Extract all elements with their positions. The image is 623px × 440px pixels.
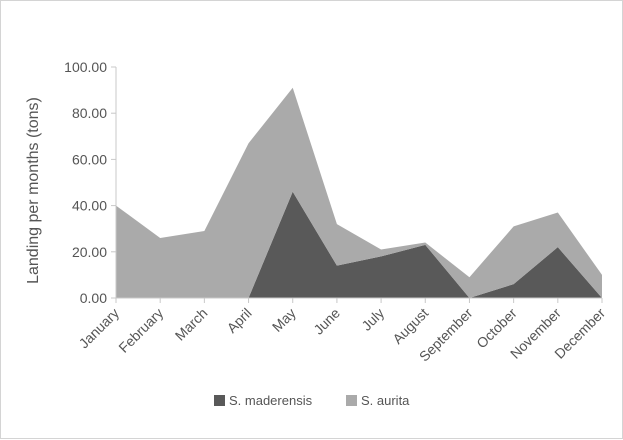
legend: S. maderensis S. aurita [214,393,410,408]
x-tick-label: February [115,305,166,356]
plot-area [116,87,602,298]
legend-label-1: S. maderensis [229,393,313,408]
x-tick-label: April [224,305,255,336]
y-tick-label: 80.00 [72,105,107,121]
y-axis-title: Landing per months (tons) [25,97,42,284]
area-series-2 [116,87,602,298]
area-series-1 [116,191,602,298]
x-tick-label: March [172,305,211,344]
y-axis-ticks: 0.00 20.00 40.00 60.00 80.00 100.00 [64,59,116,306]
y-tick-label: 60.00 [72,151,107,167]
y-tick-label: 40.00 [72,198,107,214]
x-tick-label: July [358,305,387,334]
y-tick-label: 0.00 [80,290,107,306]
x-tick-label: May [269,305,299,335]
legend-swatch-1 [214,395,225,406]
legend-label-2: S. aurita [361,393,410,408]
legend-swatch-2 [346,395,357,406]
x-tick-label: August [389,305,431,347]
y-tick-label: 100.00 [64,59,107,75]
x-tick-label: June [310,305,343,338]
y-tick-label: 20.00 [72,244,107,260]
